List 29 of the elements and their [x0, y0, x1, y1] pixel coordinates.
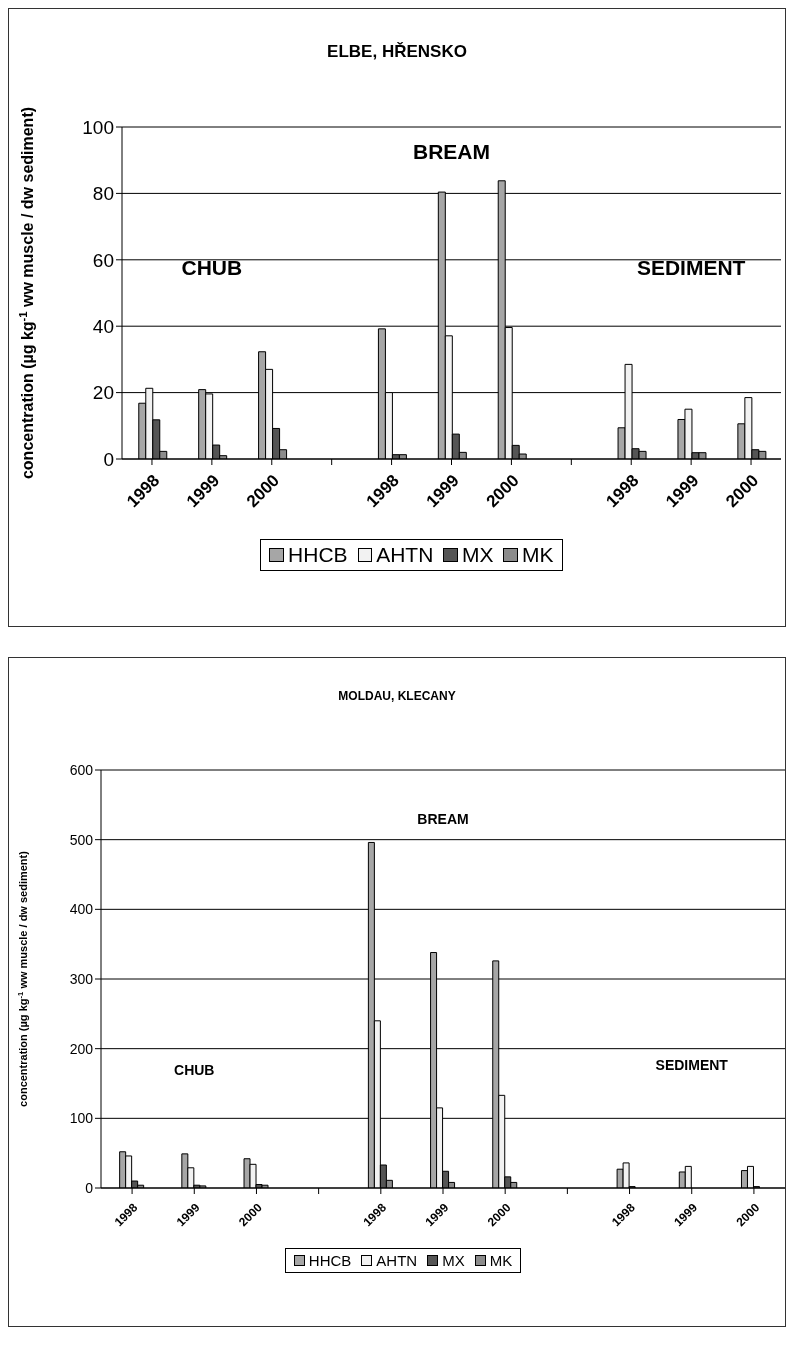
annotation: SEDIMENT	[636, 256, 746, 280]
y-tick-label: 0	[85, 1179, 94, 1196]
y-tick-label: 200	[69, 1040, 94, 1057]
annotation: BREAM	[413, 140, 490, 164]
y-tick-label: 40	[92, 315, 114, 337]
y-tick-label: 100	[82, 116, 114, 138]
y-tick-label: 600	[69, 761, 94, 778]
y-tick-label: 20	[92, 382, 114, 404]
legend-label: MX	[441, 1252, 465, 1269]
legend-label: AHTN	[375, 543, 434, 567]
chart-title: ELBE, HŘENSKO	[326, 42, 468, 63]
y-tick-label: 500	[69, 831, 94, 848]
y-tick-label: 60	[92, 249, 114, 271]
legend-label: HHCB	[307, 1252, 352, 1269]
legend-label: MK	[488, 1252, 513, 1269]
y-tick-label: 100	[69, 1110, 94, 1127]
legend-label: MX	[460, 543, 494, 567]
annotation: CHUB	[181, 256, 243, 280]
legend-label: MK	[521, 543, 554, 567]
annotation: BREAM	[417, 810, 469, 827]
annotation: SEDIMENT	[655, 1057, 729, 1074]
y-tick-label: 400	[69, 901, 94, 918]
chart-title: MOLDAU, KLECANY	[337, 689, 457, 704]
y-tick-label: 300	[69, 970, 94, 987]
y-tick-label: 0	[103, 448, 114, 470]
y-tick-label: 80	[92, 183, 114, 205]
annotation: CHUB	[174, 1061, 215, 1078]
legend-label: AHTN	[375, 1252, 418, 1269]
legend-label: HHCB	[287, 543, 348, 567]
